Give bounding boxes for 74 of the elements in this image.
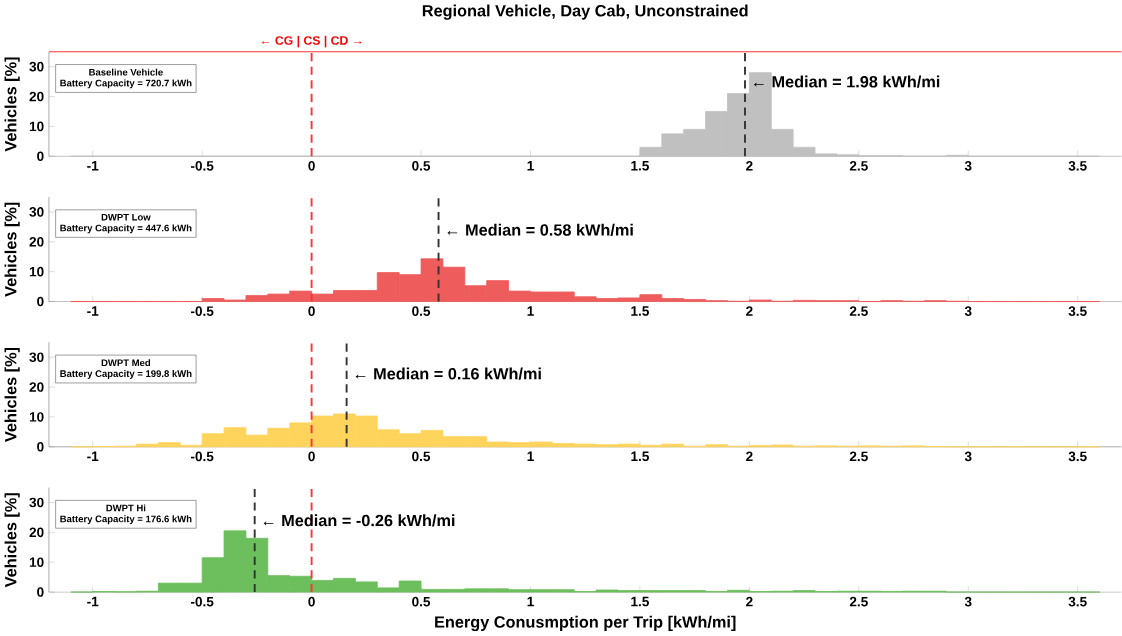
y-tick-label: 20 [29,237,44,247]
x-tick-label: 1.5 [631,597,649,607]
x-tick-label: -0.5 [190,597,214,607]
y-tick-label: 10 [29,267,44,277]
x-tick-label: 3 [964,306,972,317]
x-tick-label: 2.5 [849,161,868,171]
y-tick-label: 0 [37,151,44,162]
x-tick-label: 1 [527,306,534,316]
x-tick-label: 2 [746,306,753,317]
x-tick-label: 3 [964,451,972,462]
y-tick-label: 0 [37,296,44,307]
annotation: DWPT Med [101,359,151,367]
x-tick-label: 3.5 [1068,161,1087,171]
x-tick-label: 3.5 [1068,306,1087,317]
x-tick-label: -1 [87,161,99,171]
x-tick-label: 0 [308,161,315,171]
x-tick-label: 0 [308,451,315,462]
annotation: Battery Capacity = 176.6 kWh [60,515,192,525]
annotation: Baseline Vehicle [89,68,163,76]
annotation: Battery Capacity = 199.8 kWh [60,370,192,380]
y-tick-label: 20 [29,527,44,538]
y-tick-label: 10 [29,557,44,568]
x-tick-label: 0 [308,306,315,317]
x-tick-label: 0.5 [412,306,431,317]
annotation: ← Median = 1.98 kWh/mi [754,75,940,88]
annotation: DWPT Low [101,214,151,221]
annotation: ← Median = 0.16 kWh/mi [355,367,541,380]
y-axis-title: Vehicles [%] [4,493,20,588]
x-tick-label: -1 [87,451,99,462]
y-tick-label: 30 [29,62,44,72]
x-tick-label: -1 [87,306,99,316]
x-tick-label: -0.5 [190,161,214,171]
x-tick-label: -0.5 [190,451,214,462]
y-tick-label: 30 [29,352,44,363]
x-tick-label: 3.5 [1068,597,1087,607]
y-tick-label: 20 [29,382,44,393]
text: ← CG | CS | CD → [261,36,362,48]
x-tick-label: -0.5 [190,306,214,317]
x-tick-label: 2.5 [849,451,868,462]
x-tick-label: 3 [964,161,972,171]
x-tick-label: 3 [964,597,972,607]
x-tick-label: 0.5 [412,161,431,171]
annotation: DWPT Hi [106,504,146,512]
annotation: Battery Capacity = 447.6 kWh [60,224,192,234]
x-tick-label: 1 [527,161,534,171]
annotation: ← Median = 0.58 kWh/mi [447,224,633,237]
x-tick-label: -1 [87,597,99,607]
y-tick-label: 30 [29,207,44,217]
y-tick-label: 30 [29,497,44,508]
chart-title: Regional Vehicle, Day Cab, Unconstrained [422,4,748,20]
y-tick-label: 20 [29,91,44,102]
y-tick-label: 10 [29,121,44,132]
x-tick-label: 1 [527,597,534,607]
x-tick-label: 2 [746,451,753,462]
x-tick-label: 2 [746,597,753,607]
x-tick-label: 1.5 [631,451,649,462]
x-tick-label: 0 [308,597,315,607]
annotation: Battery Capacity = 720.7 kWh [60,79,192,89]
x-tick-label: 2.5 [849,597,868,607]
x-tick-label: 0.5 [412,451,431,462]
x-tick-label: 1 [527,451,534,462]
y-tick-label: 0 [37,442,44,452]
x-tick-label: 1.5 [631,306,649,316]
y-tick-label: 0 [37,587,44,598]
x-tick-label: 0.5 [412,597,431,607]
y-tick-label: 10 [29,412,44,422]
x-axis-title: Energy Conusmption per Trip [kWh/mi] [435,616,736,632]
y-axis-title: Vehicles [%] [4,348,20,443]
y-axis-title: Vehicles [%] [4,57,20,152]
x-tick-label: 2 [746,161,753,171]
x-tick-label: 3.5 [1068,451,1087,462]
x-tick-label: 2.5 [849,306,868,317]
y-axis-title: Vehicles [%] [4,202,20,297]
x-tick-label: 1.5 [631,161,649,171]
